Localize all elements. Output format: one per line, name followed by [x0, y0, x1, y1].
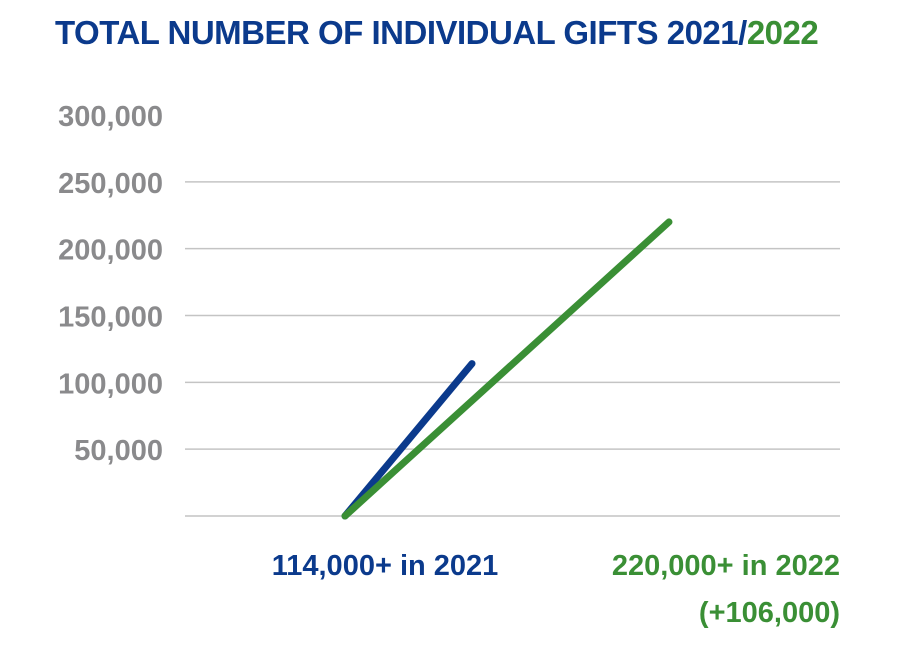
chart-title: TOTAL NUMBER OF INDIVIDUAL GIFTS 2021/20… — [55, 14, 819, 52]
gridlines — [185, 181, 840, 517]
y-tick-label: 200,000 — [58, 235, 163, 267]
series-line-2021 — [341, 360, 476, 520]
series-label-2021: 114,000+ in 2021 — [272, 550, 499, 582]
series-line-2022 — [341, 218, 673, 520]
y-tick-label: 100,000 — [58, 368, 163, 400]
y-tick-label: 300,000 — [58, 101, 163, 133]
y-tick-label: 250,000 — [58, 168, 163, 200]
y-tick-label: 150,000 — [58, 302, 163, 334]
chart-title-year: 2022 — [746, 14, 819, 51]
chart-title-main: TOTAL NUMBER OF INDIVIDUAL GIFTS 2021/ — [55, 14, 747, 51]
series-lines — [341, 218, 673, 520]
y-axis-ticks: 50,000 100,000 150,000 200,000 250,000 300,00… — [58, 101, 163, 467]
series-labels: 114,000+ in 2021 220,000+ in 2022 (+106,00… — [272, 550, 840, 629]
y-tick-label: 50,000 — [74, 435, 163, 467]
series-label-2022-delta: (+106,000) — [699, 597, 840, 629]
series-label-2022: 220,000+ in 2022 — [612, 550, 840, 582]
